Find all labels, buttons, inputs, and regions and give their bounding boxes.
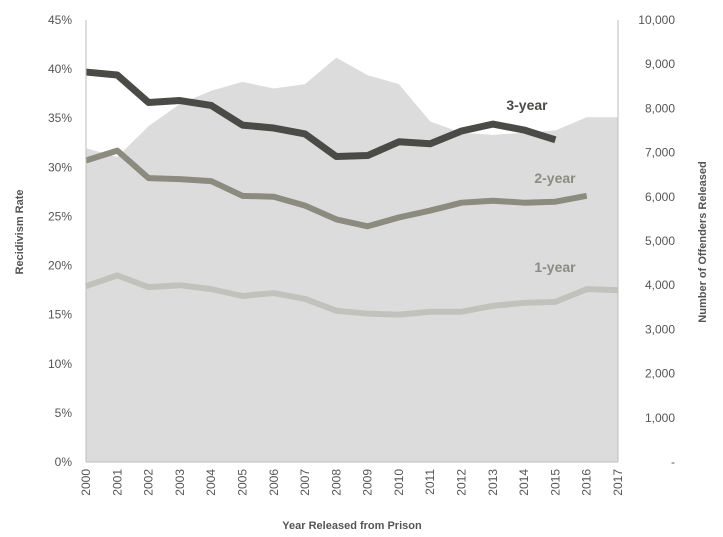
left-y-tick-label: 30%: [48, 160, 72, 174]
right-axis-title: Number of Offenders Released: [697, 161, 709, 322]
right-y-tick-label: 9,000: [645, 57, 675, 71]
left-y-tick-label: 40%: [48, 62, 72, 76]
offenders-released-area: [86, 57, 618, 462]
left-y-tick-label: 10%: [48, 357, 72, 371]
right-y-tick-label: 7,000: [645, 146, 675, 160]
x-tick-label: 2003: [173, 469, 187, 496]
x-tick-labels: 2000 2001 2002 2003 2004 2005 2006 2007 2008 2009…: [79, 469, 625, 496]
x-tick-label: 2006: [267, 469, 281, 496]
x-tick-label: 2002: [142, 469, 156, 496]
recidivism-lines-layer: [85, 68, 619, 318]
x-tick-label: 2012: [455, 469, 469, 496]
series-labels: 3-year 2-year 1-year: [506, 97, 576, 275]
x-tick-label: 2016: [580, 469, 594, 496]
left-y-tick-label: 25%: [48, 209, 72, 223]
series-line-2-year: [85, 147, 588, 230]
x-tick-label: 2011: [423, 469, 437, 495]
right-y-tick-label: 8,000: [645, 101, 675, 115]
right-y-tick-label: 3,000: [645, 322, 675, 336]
x-tick-label: 2004: [204, 469, 218, 496]
left-y-tick-label: 5%: [55, 406, 73, 420]
right-y-tick-label: 10,000: [638, 13, 675, 27]
x-axis-title: Year Released from Prison: [282, 520, 422, 532]
left-axis-title: Recidivism Rate: [14, 190, 26, 275]
left-y-tick-labels: 0% 5% 10% 15% 20% 25% 30% 35% 40% 45%: [48, 13, 72, 469]
x-tick-label: 2008: [329, 469, 343, 496]
right-y-tick-label: -: [671, 455, 675, 469]
right-y-tick-label: 2,000: [645, 367, 675, 381]
series-label-3-year: 3-year: [506, 97, 548, 113]
series-line-3-year: [85, 68, 557, 161]
left-y-tick-label: 20%: [48, 259, 72, 273]
left-y-tick-label: 45%: [48, 13, 72, 27]
right-y-tick-label: 6,000: [645, 190, 675, 204]
series-label-1-year: 1-year: [534, 259, 576, 275]
x-tick-label: 2009: [361, 469, 375, 496]
x-tick-label: 2017: [611, 469, 625, 496]
right-y-tick-label: 5,000: [645, 234, 675, 248]
series-line-1-year: [85, 272, 619, 318]
left-y-tick-label: 15%: [48, 308, 72, 322]
right-y-tick-label: 1,000: [645, 411, 675, 425]
offenders-released-area-layer: [86, 57, 618, 462]
right-y-tick-label: 4,000: [645, 278, 675, 292]
x-tick-label: 2013: [486, 469, 500, 496]
x-tick-label: 2005: [235, 469, 249, 496]
right-y-tick-labels: - 1,000 2,000 3,000 4,000 5,000 6,000 7,000 8,00…: [638, 13, 675, 469]
x-tick-label: 2000: [79, 469, 93, 496]
series-label-2-year: 2-year: [534, 170, 576, 186]
x-tick-label: 2001: [110, 469, 124, 496]
x-tick-label: 2014: [517, 469, 531, 496]
left-y-tick-label: 35%: [48, 111, 72, 125]
left-y-tick-label: 0%: [55, 455, 73, 469]
x-tick-label: 2010: [392, 469, 406, 496]
x-tick-label: 2015: [548, 469, 562, 496]
x-tick-label: 2007: [298, 469, 312, 496]
